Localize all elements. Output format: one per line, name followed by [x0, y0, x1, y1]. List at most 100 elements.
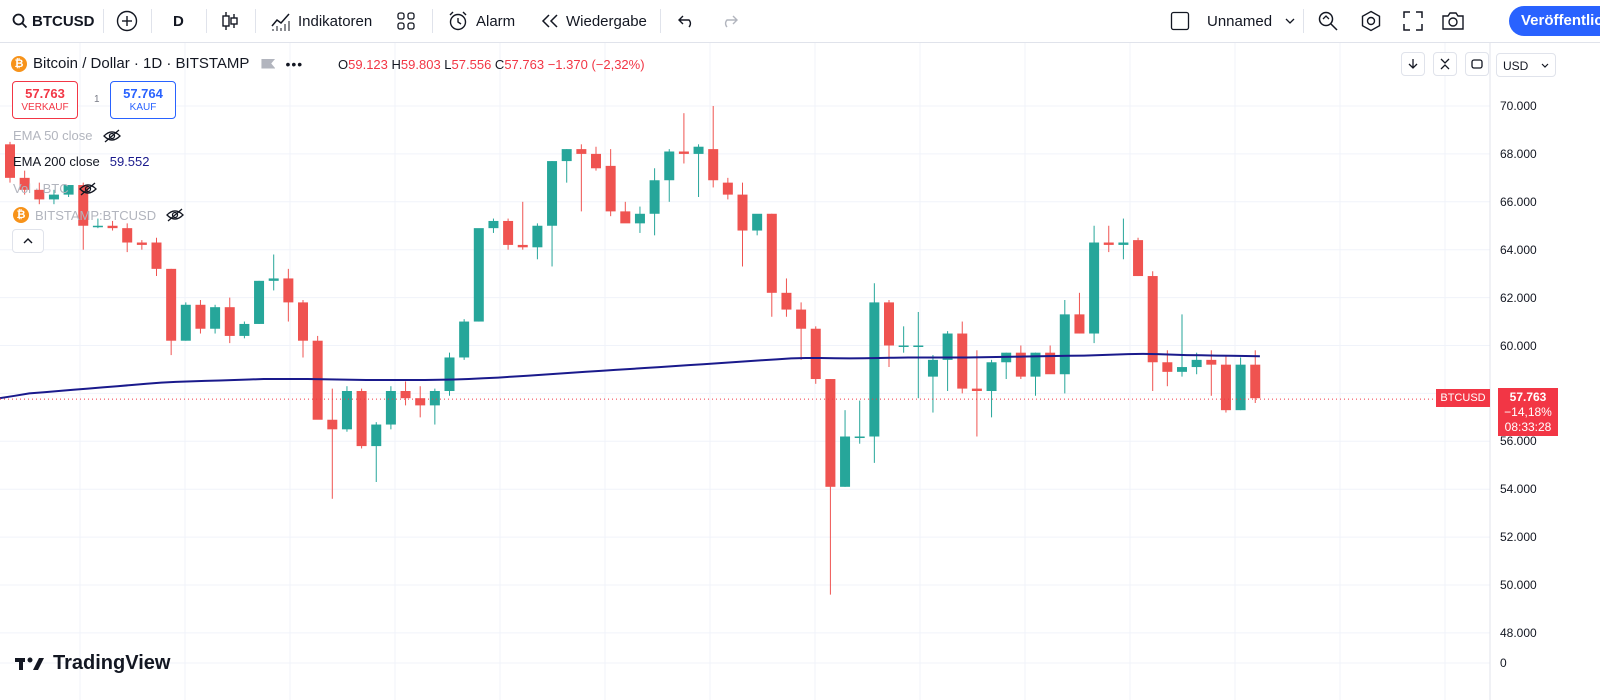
divider [432, 9, 433, 33]
spread-value: 1 [94, 94, 100, 105]
ema200-line [0, 352, 1260, 400]
tradingview-logo-text: TradingView [53, 652, 171, 674]
candle-body [1206, 359, 1217, 365]
candle-body [1235, 364, 1246, 411]
sell-button[interactable]: 57.763 VERKAUF [12, 81, 78, 119]
flag-icon[interactable] [261, 58, 276, 69]
currency-selector[interactable]: USD [1496, 53, 1556, 77]
candle-body [48, 194, 59, 200]
fullscreen-icon [1403, 11, 1423, 31]
price-tick-label: 60.000 [1500, 338, 1537, 353]
candle-body [107, 225, 118, 229]
price-tick-label: 52.000 [1500, 530, 1537, 545]
eye-hidden-icon[interactable] [102, 129, 121, 143]
eye-hidden-icon[interactable] [78, 182, 97, 196]
candle-body [459, 321, 470, 358]
candle-body [825, 379, 836, 487]
divider [1303, 9, 1304, 33]
candle-body [78, 185, 89, 226]
candle-body [1191, 359, 1202, 368]
chart-type-button[interactable] [220, 0, 240, 42]
candle-body [869, 302, 880, 437]
undo-button[interactable] [678, 0, 696, 42]
interval-button[interactable]: D [173, 12, 184, 30]
alert-label: Alarm [476, 12, 516, 30]
collapse-button[interactable] [1433, 52, 1457, 76]
settings-button[interactable] [1360, 0, 1382, 42]
sell-label: VERKAUF [21, 102, 69, 113]
candle-body [92, 225, 103, 228]
divider [151, 9, 152, 33]
rewind-icon [541, 14, 558, 28]
candle-body [341, 391, 352, 430]
candle-body [854, 436, 865, 439]
screenshot-button[interactable] [1441, 0, 1465, 42]
fullscreen-button[interactable] [1403, 0, 1423, 42]
candle-body [517, 244, 528, 248]
low-label: L [444, 57, 452, 72]
tradingview-logo[interactable]: TradingView [15, 652, 170, 675]
replay-button[interactable]: Wiedergabe [540, 0, 647, 42]
layout-square-icon [1170, 11, 1190, 31]
buy-button[interactable]: 57.764 KAUF [110, 81, 176, 119]
candle-body [415, 398, 426, 406]
candle-body [796, 309, 807, 329]
symbol-label: BTCUSD [32, 12, 95, 30]
indicator-volume[interactable]: Vol · BTC [13, 181, 97, 196]
compare-button[interactable] [116, 0, 138, 42]
candle-body [957, 333, 968, 389]
chart-controls [1401, 52, 1497, 76]
symbol-legend[interactable]: ₿ Bitcoin / Dollar · 1D · BITSTAMP ••• [11, 55, 309, 72]
candle-body [810, 328, 821, 380]
candle-body [547, 161, 558, 226]
candle-body [327, 419, 338, 430]
candle-body [122, 228, 133, 243]
publish-button[interactable]: Veröffentlichen [1509, 6, 1600, 36]
price-tick-label: 0 [1500, 656, 1507, 670]
eye-hidden-icon[interactable] [166, 208, 185, 222]
candle-body [693, 146, 704, 154]
collapse-legend-button[interactable] [12, 229, 44, 253]
indicators-button[interactable]: Indikatoren [270, 0, 372, 42]
quick-search-icon [1318, 11, 1338, 31]
maximize-icon [1471, 59, 1483, 69]
indicator-ema200[interactable]: EMA 200 close 59.552 [13, 154, 149, 169]
last-change: −14,18% [1504, 405, 1552, 419]
price-chart[interactable] [0, 43, 1600, 700]
top-toolbar: BTCUSD D Indikatoren Alarm Wiedergabe Un… [0, 0, 1600, 43]
candle-body [503, 220, 514, 245]
candle-body [63, 185, 74, 195]
indicator-ema50[interactable]: EMA 50 close [13, 128, 121, 143]
candle-body [151, 242, 162, 269]
candle-body [634, 213, 645, 224]
candle-body [1045, 352, 1056, 375]
tradingview-logo-icon [15, 657, 44, 670]
quick-search-button[interactable] [1317, 0, 1339, 42]
price-tick-label: 56.000 [1500, 434, 1537, 449]
candle-body [210, 307, 221, 329]
layout-selector[interactable]: Unnamed [1170, 0, 1296, 42]
close-value: 57.763 [504, 57, 545, 72]
alert-button[interactable]: Alarm [447, 0, 515, 42]
candle-body [1015, 352, 1026, 377]
candle-body [19, 177, 30, 190]
more-dots-icon[interactable]: ••• [285, 55, 304, 72]
change-value: −1.370 (−2,32%) [547, 57, 645, 72]
candle-body [254, 280, 265, 324]
symbol-search[interactable]: BTCUSD [12, 0, 95, 42]
camera-icon [1442, 12, 1464, 30]
indicator-compare[interactable]: ₿ BITSTAMP:BTCUSD [13, 207, 185, 223]
symbol-price-tag: BTCUSD [1436, 389, 1490, 407]
chevron-down-icon [1285, 18, 1295, 24]
redo-button[interactable] [720, 0, 738, 42]
candle-body [1133, 240, 1144, 277]
divider [660, 9, 661, 33]
candle-body [840, 436, 851, 487]
templates-button[interactable] [396, 0, 416, 42]
scroll-down-button[interactable] [1401, 52, 1425, 76]
chart-area[interactable] [0, 43, 1600, 700]
candle-body [649, 180, 660, 214]
candle-body [1147, 276, 1158, 363]
candle-body [986, 362, 997, 392]
maximize-pane-button[interactable] [1465, 52, 1489, 76]
